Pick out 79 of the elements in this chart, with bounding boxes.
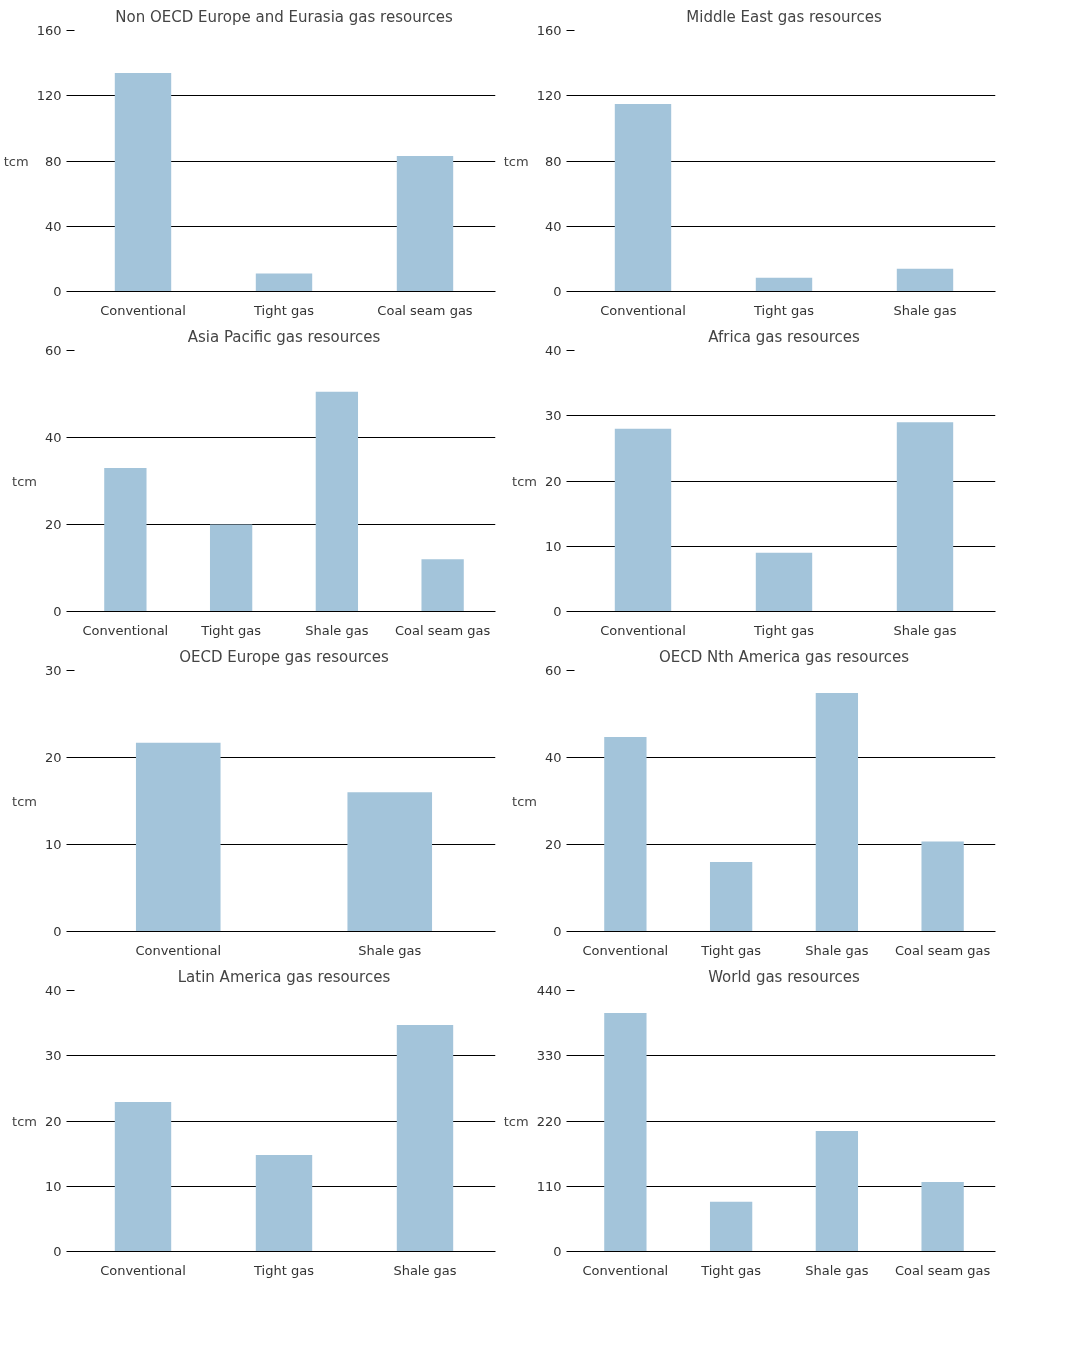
x-tick-label: Coal seam gas — [394, 622, 491, 638]
y-tick-label: 10 — [544, 538, 562, 554]
y-tick-label: 440 — [536, 983, 562, 998]
y-tick-label: 0 — [553, 924, 562, 939]
y-axis-title: tcm — [503, 153, 529, 169]
y-tick-label: 20 — [544, 837, 562, 852]
x-tick-label: Conventional — [582, 1262, 669, 1278]
y-tick-label: 160 — [36, 23, 62, 38]
chart-title: Asia Pacific gas resources — [187, 327, 381, 346]
y-tick-label: 40 — [44, 983, 62, 998]
y-tick-label: 40 — [44, 218, 62, 234]
y-tick-label: 0 — [53, 604, 62, 619]
x-tick-label: Shale gas — [393, 1262, 457, 1278]
x-tick-label: Shale gas — [893, 302, 957, 318]
y-tick-label: 20 — [44, 1113, 62, 1129]
y-tick-label: 0 — [53, 924, 62, 939]
y-tick-label: 10 — [44, 837, 62, 852]
x-tick-label: Shale gas — [358, 942, 422, 958]
y-tick-label: 30 — [44, 663, 62, 678]
y-axis-title: tcm — [3, 153, 29, 169]
y-tick-label: 20 — [544, 473, 562, 489]
y-tick-label: 120 — [536, 88, 562, 104]
x-tick-label: Shale gas — [893, 622, 957, 638]
chart-title: OECD Europe gas resources — [179, 647, 389, 666]
y-tick-label: 330 — [536, 1048, 562, 1064]
y-axis-title: tcm — [503, 1113, 529, 1129]
chart-title: World gas resources — [708, 967, 861, 986]
y-tick-label: 80 — [544, 153, 562, 169]
x-tick-label: Conventional — [600, 622, 686, 638]
y-tick-label: 220 — [536, 1113, 562, 1129]
x-tick-label: Tight gas — [253, 1262, 315, 1278]
y-tick-label: 120 — [36, 88, 62, 104]
chart-title: Africa gas resources — [708, 327, 860, 346]
y-tick-label: 110 — [536, 1178, 562, 1194]
y-tick-label: 10 — [44, 1178, 62, 1194]
y-axis-title: tcm — [512, 473, 537, 489]
y-tick-label: 80 — [44, 153, 62, 169]
x-tick-label: Tight gas — [753, 302, 815, 318]
y-tick-label: 40 — [544, 343, 562, 358]
x-tick-label: Conventional — [100, 302, 186, 318]
y-axis-title: tcm — [512, 793, 537, 809]
y-axis-title: tcm — [12, 473, 37, 489]
x-tick-label: Shale gas — [305, 622, 369, 638]
y-tick-label: 40 — [44, 430, 62, 445]
x-tick-label: Shale gas — [805, 1262, 869, 1278]
x-tick-label: Shale gas — [805, 942, 869, 958]
y-tick-label: 0 — [553, 284, 562, 299]
x-tick-label: Conventional — [600, 302, 686, 318]
x-tick-label: Coal seam gas — [894, 942, 991, 958]
y-tick-label: 20 — [44, 750, 62, 765]
y-tick-label: 0 — [553, 1244, 562, 1259]
y-axis-title: tcm — [12, 793, 37, 809]
y-tick-label: 60 — [44, 343, 62, 358]
x-tick-label: Conventional — [82, 622, 169, 638]
x-tick-label: Conventional — [135, 942, 222, 958]
x-tick-label: Conventional — [582, 942, 669, 958]
y-tick-label: 20 — [44, 517, 62, 532]
chart-title: OECD Nth America gas resources — [658, 647, 910, 666]
y-tick-label: 160 — [536, 23, 562, 38]
y-tick-label: 0 — [53, 284, 62, 299]
y-tick-label: 60 — [544, 663, 562, 678]
x-tick-label: Conventional — [100, 1262, 186, 1278]
x-tick-label: Tight gas — [200, 622, 262, 638]
chart-title: Latin America gas resources — [177, 967, 391, 986]
y-tick-label: 30 — [544, 408, 562, 424]
x-tick-label: Tight gas — [700, 1262, 762, 1278]
y-axis-title: tcm — [12, 1113, 37, 1129]
chart-title: Non OECD Europe and Eurasia gas resources — [115, 7, 453, 26]
y-tick-label: 40 — [544, 750, 562, 765]
y-tick-label: 30 — [44, 1048, 62, 1064]
y-tick-label: 40 — [544, 218, 562, 234]
y-tick-label: 0 — [553, 604, 562, 619]
x-tick-label: Coal seam gas — [894, 1262, 991, 1278]
y-tick-label: 0 — [53, 1244, 62, 1259]
x-tick-label: Tight gas — [253, 302, 315, 318]
x-tick-label: Coal seam gas — [377, 302, 473, 318]
x-tick-label: Tight gas — [753, 622, 815, 638]
x-tick-label: Tight gas — [700, 942, 762, 958]
chart-title: Middle East gas resources — [686, 7, 882, 26]
